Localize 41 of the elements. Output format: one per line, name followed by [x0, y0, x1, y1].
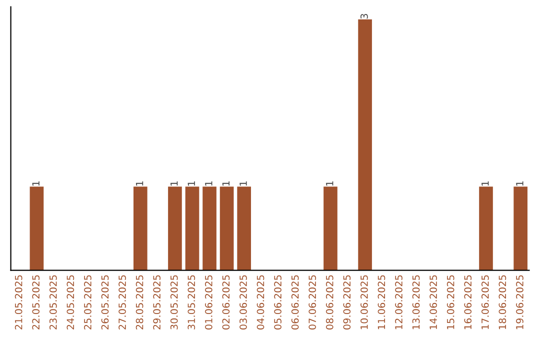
data-label: 3: [360, 14, 368, 19]
x-tick-label: 13.06.2025: [412, 275, 420, 330]
x-tick-label: 23.05.2025: [49, 275, 57, 330]
x-tick-label: 07.06.2025: [308, 275, 316, 330]
x-tick-label: 05.06.2025: [274, 275, 282, 330]
x-tick-label: 10.06.2025: [360, 275, 368, 330]
x-tick-label: 27.05.2025: [118, 275, 126, 330]
x-tick-label: 06.06.2025: [291, 275, 299, 330]
x-tick-label: 17.06.2025: [481, 275, 489, 330]
data-label: 1: [240, 181, 247, 186]
x-tick-label: 15.06.2025: [446, 275, 454, 330]
data-label: 1: [188, 181, 195, 186]
x-tick-label: 30.05.2025: [170, 275, 178, 330]
data-label: 1: [326, 181, 334, 186]
data-label: 1: [170, 181, 178, 186]
x-tick-label: 21.05.2025: [14, 275, 22, 330]
x-tick-label: 02.06.2025: [222, 275, 230, 330]
x-tick-label: 28.05.2025: [136, 275, 144, 330]
x-tick-label: 22.05.2025: [32, 275, 40, 330]
x-tick-label: 04.06.2025: [256, 275, 264, 330]
x-tick-label: 01.06.2025: [204, 275, 212, 330]
data-label: 1: [32, 181, 40, 186]
x-tick-label: 03.06.2025: [240, 275, 247, 330]
x-tick-label: 12.06.2025: [395, 275, 402, 330]
x-tick-label: 11.06.2025: [378, 275, 386, 330]
x-tick-label: 29.05.2025: [153, 275, 160, 330]
x-tick-label: 19.06.2025: [516, 275, 524, 330]
x-tick-label: 09.06.2025: [343, 275, 351, 330]
x-tick-label: 26.05.2025: [101, 275, 109, 330]
x-tick-label: 16.06.2025: [464, 275, 472, 330]
x-tick-label: 08.06.2025: [326, 275, 334, 330]
x-tick-label: 24.05.2025: [66, 275, 74, 330]
x-tick-label: 31.05.2025: [188, 275, 196, 330]
data-label: 1: [516, 181, 524, 186]
data-label: 1: [136, 181, 144, 186]
data-label: 1: [222, 181, 230, 186]
x-tick-label: 18.06.2025: [498, 275, 506, 330]
data-label: 1: [205, 181, 212, 186]
x-tick-label: 25.05.2025: [84, 275, 92, 330]
data-label: 1: [482, 181, 489, 186]
x-tick-label: 14.06.2025: [430, 275, 437, 330]
